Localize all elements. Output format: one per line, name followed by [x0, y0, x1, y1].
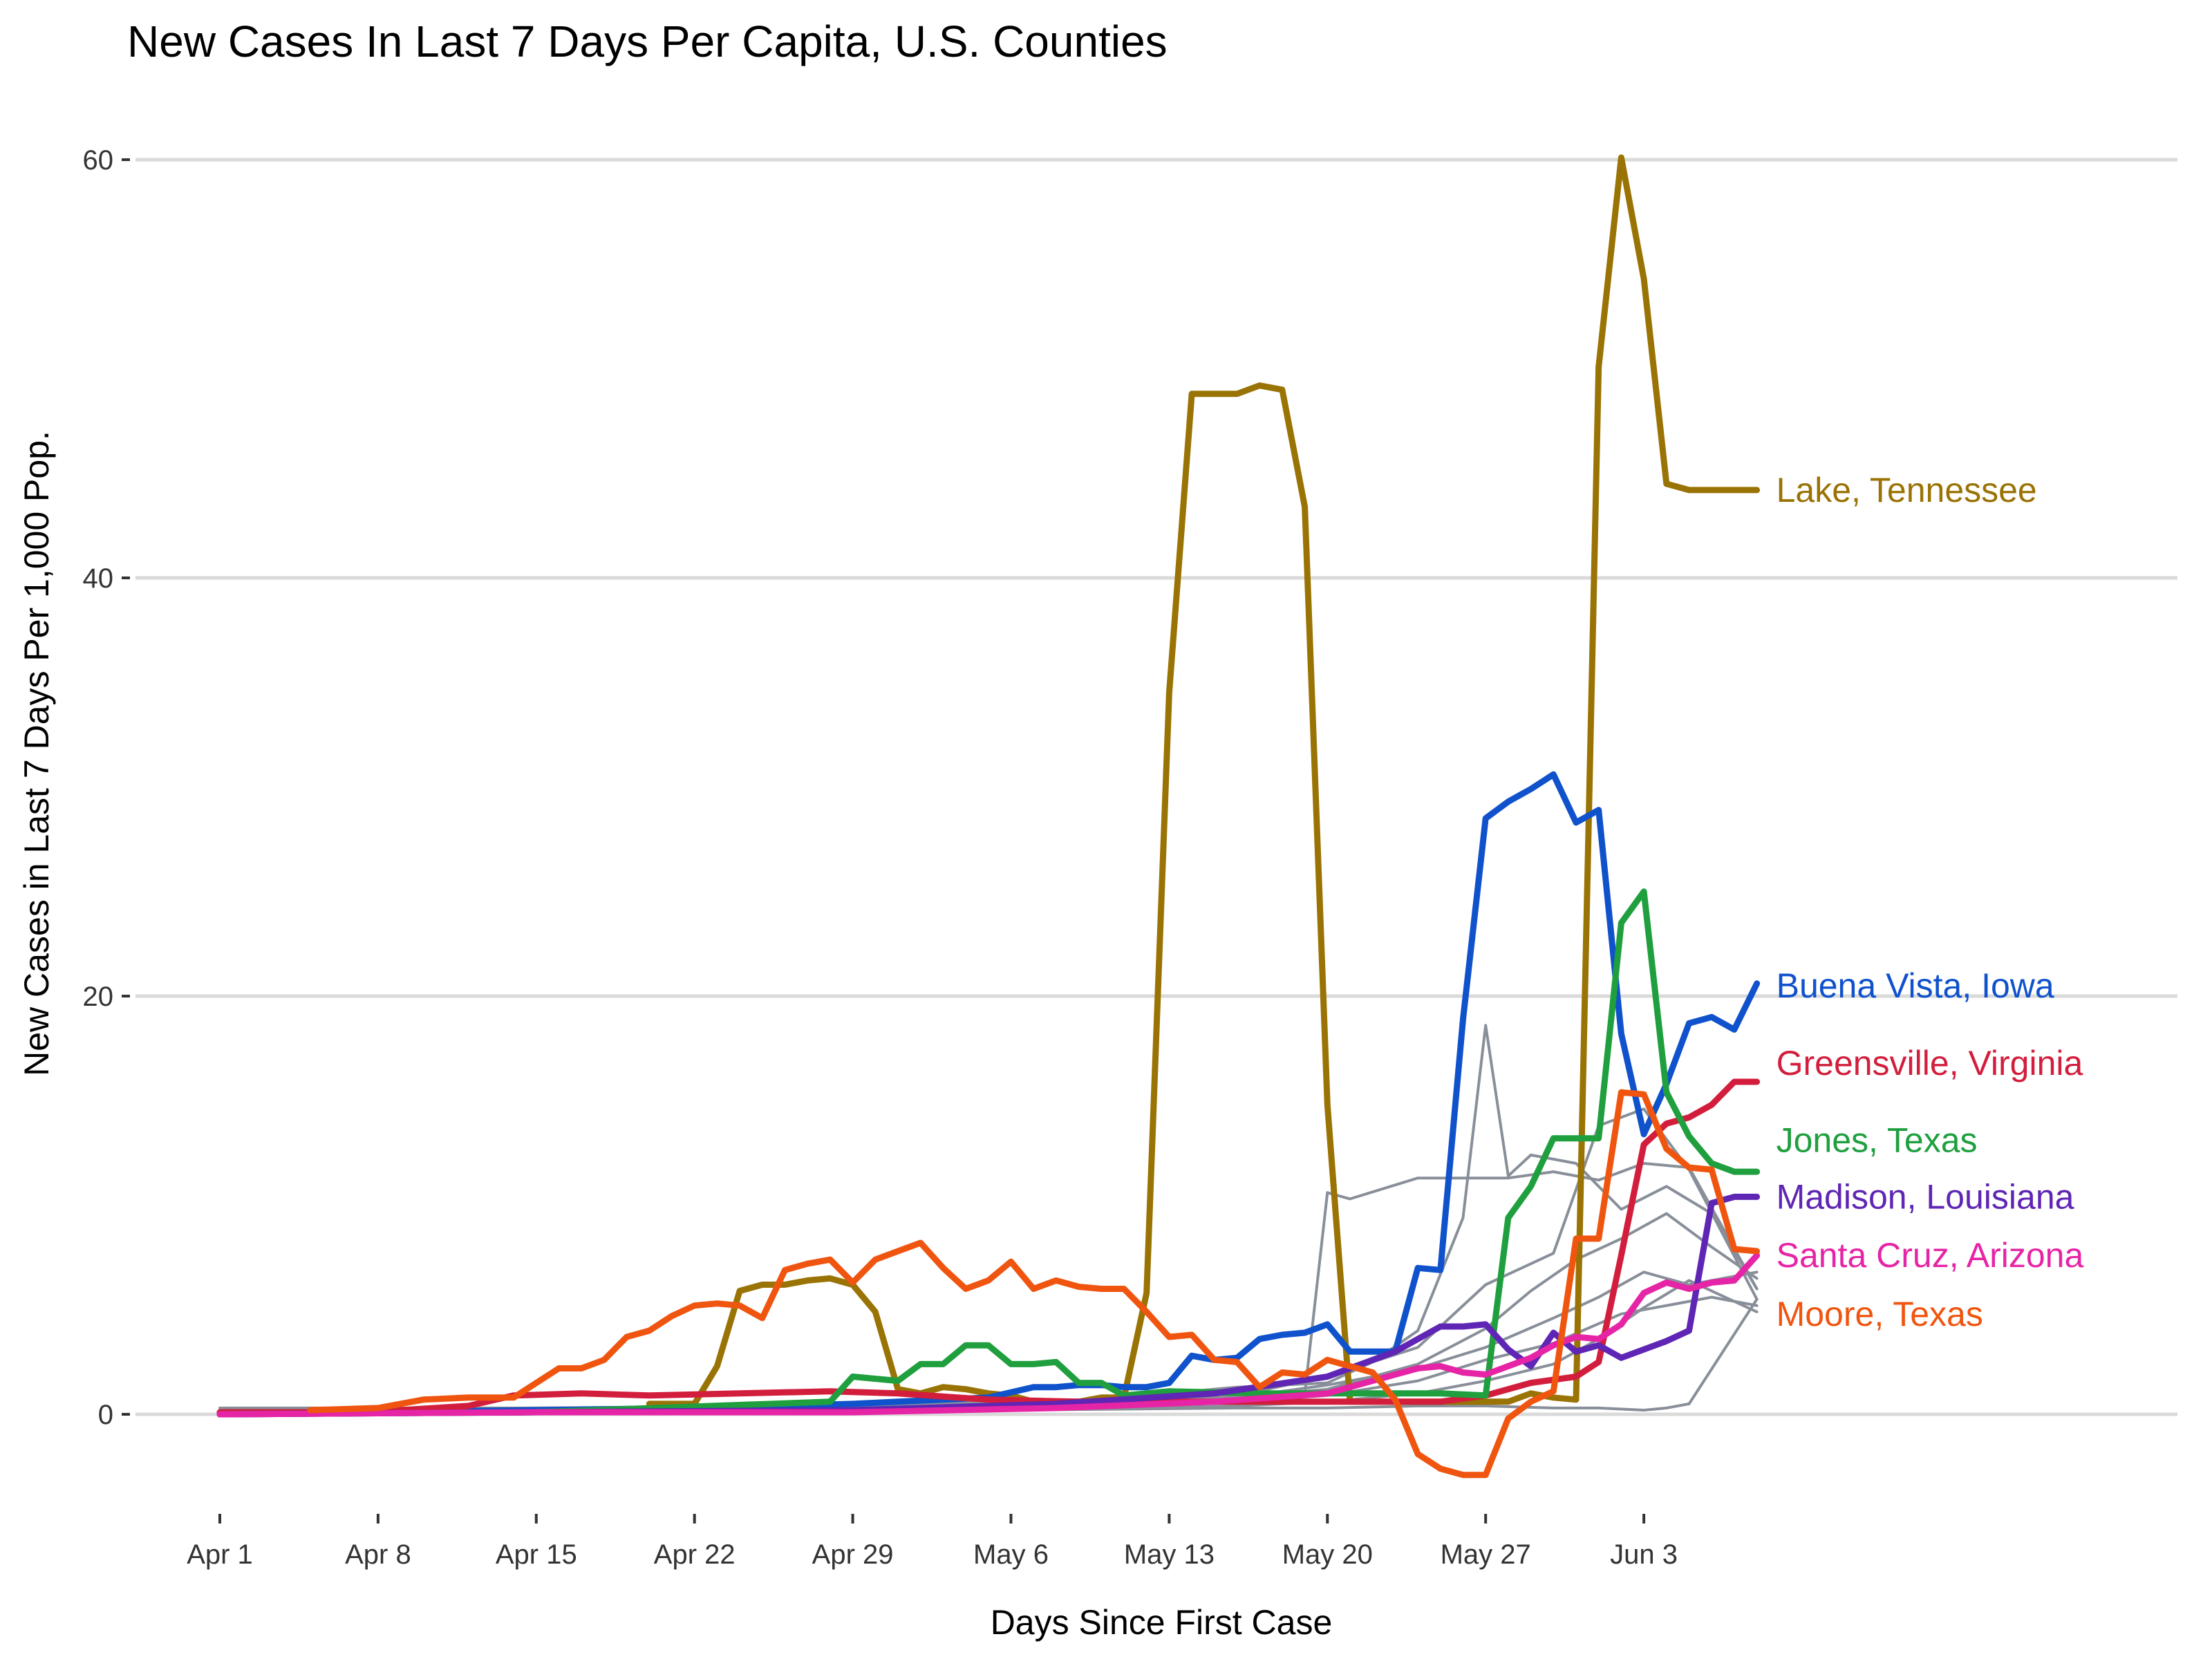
series-line [216, 888, 1761, 1418]
series-label: Madison, Louisiana [1777, 1177, 2074, 1216]
series-line-gray [218, 1107, 1759, 1414]
gridlines [135, 158, 2177, 1416]
series-lines [216, 154, 1761, 1479]
series-line [216, 1193, 1761, 1418]
series-label: Buena Vista, Iowa [1777, 966, 2054, 1005]
series-line [216, 771, 1761, 1418]
y-axis-ticks: 0 20 40 60 [83, 145, 130, 1430]
x-tick-label: May 20 [1282, 1539, 1373, 1570]
x-tick-label: Apr 22 [654, 1539, 735, 1570]
x-tick-label: Jun 3 [1610, 1539, 1678, 1570]
y-tick-label: 60 [83, 145, 114, 176]
series-label: Santa Cruz, Arizona [1777, 1236, 2084, 1275]
y-axis-title: New Cases in Last 7 Days Per 1,000 Pop. [17, 431, 56, 1076]
series-line [646, 154, 1761, 1407]
series-labels: Lake, Tennessee Buena Vista, Iowa Greensvi… [1777, 471, 2084, 1333]
chart-title: New Cases In Last 7 Days Per Capita, U.S… [127, 17, 1168, 66]
x-tick-label: May 13 [1124, 1539, 1215, 1570]
series-label: Jones, Texas [1777, 1121, 1978, 1160]
x-axis-ticks: Apr 1 Apr 8 Apr 15 Apr 22 Apr 29 May 6 May 13 M… [187, 1514, 1678, 1570]
y-tick-label: 20 [83, 982, 114, 1012]
x-tick-label: Apr 8 [345, 1539, 411, 1570]
x-tick-label: Apr 1 [187, 1539, 253, 1570]
series-line-gray [218, 1271, 1759, 1412]
series-label: Moore, Texas [1777, 1295, 1983, 1333]
x-tick-label: May 27 [1441, 1539, 1531, 1570]
series-line-gray [218, 1024, 1759, 1412]
series-line [307, 1089, 1761, 1479]
x-tick-label: May 6 [973, 1539, 1049, 1570]
x-axis-title: Days Since First Case [991, 1603, 1333, 1642]
x-tick-label: Apr 15 [496, 1539, 577, 1570]
x-tick-label: Apr 29 [812, 1539, 894, 1570]
y-tick-label: 40 [83, 563, 114, 594]
series-label: Lake, Tennessee [1777, 471, 2037, 509]
series-label: Greensville, Virginia [1777, 1044, 2083, 1082]
y-tick-label: 0 [98, 1400, 113, 1430]
series-line [216, 1252, 1761, 1418]
